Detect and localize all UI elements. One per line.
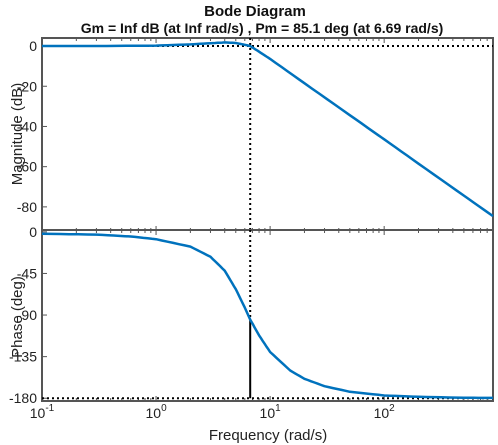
phase-curve <box>41 232 493 400</box>
x-tick-base: 10 <box>374 405 390 421</box>
x-tick-exponent: 1 <box>275 403 281 414</box>
x-tick-label: 101 <box>260 403 282 421</box>
phase-panel: 0 -45 -90 -135 -180 Phase (deg) <box>9 224 494 406</box>
magnitude-y-tick-label: -40 <box>17 118 37 134</box>
phase-y-tick-label: -180 <box>9 390 37 406</box>
magnitude-y-tick-label: -20 <box>17 78 37 94</box>
x-tick-exponent: 0 <box>161 403 167 414</box>
x-axis-ticks: 10-1 100 101 102 <box>30 403 395 421</box>
x-tick-base: 10 <box>260 405 276 421</box>
magnitude-curve <box>42 41 494 218</box>
magnitude-y-tick-label: 0 <box>29 38 37 54</box>
magnitude-plot-area <box>41 37 494 232</box>
x-tick-exponent: 2 <box>389 403 395 414</box>
phase-y-tick-label: -45 <box>17 265 37 281</box>
phase-axis-label: Phase (deg) <box>9 276 26 358</box>
x-tick-exponent: -1 <box>45 403 54 414</box>
magnitude-y-tick-label: -80 <box>17 199 37 215</box>
x-tick-label: 10-1 <box>30 403 55 421</box>
x-tick-label: 102 <box>374 403 396 421</box>
phase-y-tick-label: -90 <box>17 307 37 323</box>
x-tick-label: 100 <box>145 403 167 421</box>
chart-title: Bode Diagram <box>204 3 306 20</box>
x-tick-base: 10 <box>145 405 161 421</box>
phase-y-tick-label: -135 <box>9 349 37 365</box>
magnitude-marks: 0 -20 -40 -60 -80 <box>17 38 494 231</box>
magnitude-y-tick-label: -60 <box>17 159 37 175</box>
phase-y-tick-label: 0 <box>29 224 37 240</box>
x-axis-label: Frequency (rad/s) <box>209 427 327 444</box>
x-tick-base: 10 <box>30 405 46 421</box>
chart-subtitle: Gm = Inf dB (at Inf rad/s) , Pm = 85.1 d… <box>81 20 444 36</box>
magnitude-panel: 0 -20 -40 -60 -80 Magnitude (dB) <box>9 37 494 232</box>
phase-marks: 0 -45 -90 -135 -180 <box>9 224 494 406</box>
phase-plot-area <box>41 229 494 402</box>
magnitude-axis-label: Magnitude (dB) <box>9 83 26 186</box>
